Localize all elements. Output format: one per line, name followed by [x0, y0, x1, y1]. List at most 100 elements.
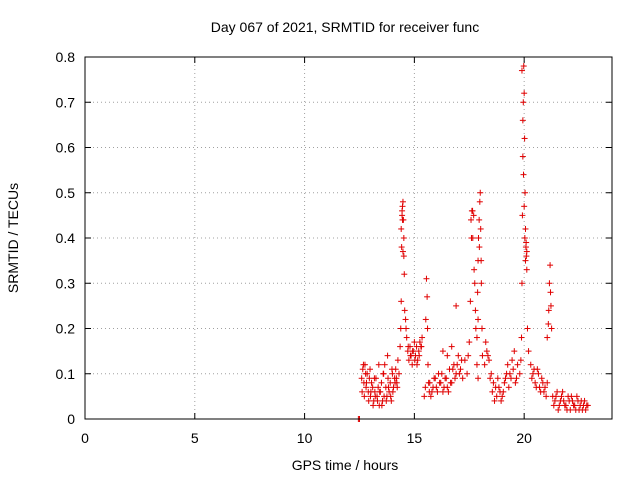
data-point [427, 393, 434, 400]
data-point [477, 189, 484, 196]
data-point [477, 225, 484, 232]
data-point [464, 370, 471, 377]
data-point [426, 379, 433, 386]
data-point [500, 388, 507, 395]
data-point [430, 384, 437, 391]
data-point [453, 302, 460, 309]
data-point [403, 325, 410, 332]
data-point [522, 257, 529, 264]
y-tick-labels: 0 0.1 0.2 0.3 0.4 0.5 0.6 0.7 0.8 [56, 49, 76, 427]
data-point [563, 406, 570, 413]
data-point [365, 397, 372, 404]
data-point [398, 298, 405, 305]
data-point [533, 384, 540, 391]
data-point [448, 343, 455, 350]
data-point [388, 397, 395, 404]
data-point [458, 357, 465, 364]
data-point [521, 135, 528, 142]
data-point [424, 325, 431, 332]
data-point [394, 384, 401, 391]
data-point [388, 366, 395, 373]
data-point [424, 361, 431, 368]
data-point [538, 375, 545, 382]
data-point [468, 207, 475, 214]
data-point [486, 357, 493, 364]
data-point [543, 393, 550, 400]
data-point [516, 370, 523, 377]
data-point [512, 379, 519, 386]
data-point [551, 397, 558, 404]
data-point [374, 397, 381, 404]
data-point [375, 384, 382, 391]
data-point [573, 393, 580, 400]
y-tick-label: 0.5 [56, 185, 76, 201]
data-point [419, 334, 426, 341]
data-point [525, 348, 532, 355]
data-point [454, 361, 461, 368]
data-point [473, 334, 480, 341]
data-point [495, 384, 502, 391]
data-point [414, 361, 421, 368]
data-point [447, 379, 454, 386]
data-point [519, 153, 526, 160]
data-point [473, 361, 480, 368]
data-point [439, 348, 446, 355]
x-tick-label: 5 [191, 430, 199, 446]
data-point [481, 361, 488, 368]
data-point [583, 402, 590, 409]
data-point [465, 352, 472, 359]
data-point [521, 203, 528, 210]
data-point [494, 375, 501, 382]
data-point [521, 90, 528, 97]
data-point [532, 379, 539, 386]
data-point [520, 63, 527, 70]
data-point [521, 235, 528, 241]
data-point [476, 216, 483, 223]
data-point [499, 393, 506, 400]
data-point [517, 357, 524, 364]
x-tick-label: 0 [81, 430, 89, 446]
data-point [409, 348, 416, 355]
data-point [370, 402, 377, 409]
data-points [355, 63, 591, 422]
data-point [507, 375, 514, 382]
data-point [479, 325, 486, 332]
data-point [378, 379, 385, 386]
y-tick-label: 0.2 [56, 321, 76, 337]
y-axis-label: SRMTID / TECUs [5, 183, 21, 293]
data-point [422, 316, 429, 323]
data-point [381, 393, 388, 400]
data-point [476, 198, 483, 205]
data-point [539, 379, 546, 386]
y-tick-label: 0 [67, 411, 75, 427]
data-point [384, 352, 391, 359]
data-point [476, 244, 483, 251]
x-tick-label: 20 [516, 430, 532, 446]
data-point [475, 316, 482, 323]
data-point [469, 235, 476, 241]
data-point [547, 289, 554, 296]
data-point [520, 171, 527, 178]
data-point [498, 397, 505, 404]
data-point [488, 370, 495, 377]
data-point [524, 325, 531, 332]
data-point [491, 397, 498, 404]
data-point [568, 393, 575, 400]
data-point [531, 366, 538, 373]
data-point [467, 298, 474, 305]
data-point [407, 352, 414, 359]
data-point [369, 384, 376, 391]
data-point [577, 402, 584, 409]
data-point [509, 357, 516, 364]
data-point [397, 325, 404, 332]
data-point [548, 325, 555, 332]
data-point [405, 357, 412, 364]
data-point [501, 379, 508, 386]
data-point [466, 339, 473, 346]
data-point [490, 379, 497, 386]
data-point [400, 253, 407, 260]
data-point [394, 357, 401, 364]
data-point [472, 307, 479, 314]
data-point [399, 216, 406, 223]
